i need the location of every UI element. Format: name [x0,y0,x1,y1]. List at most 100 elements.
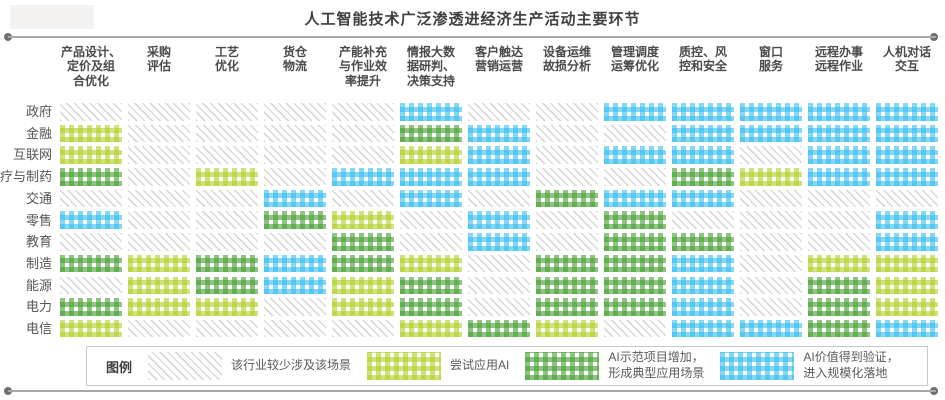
grid-cell [196,103,258,121]
grid-cell [468,168,530,186]
grid-cell [468,146,530,164]
logo-placeholder [10,5,94,29]
top-divider-line [8,36,936,38]
grid-cell [672,103,734,121]
column-header: 产能补充 与作业效 率提升 [338,45,387,88]
grid-cell [400,276,462,294]
grid-cell [332,211,394,229]
grid-cell [60,103,122,121]
grid-cell [604,124,666,143]
grid-cell [468,254,530,273]
legend-swatch-scale [720,352,795,380]
grid-cell [740,168,802,186]
grid-cell [876,276,938,294]
column-headers: 产品设计、 定价及组 合优化 采购 评估 工艺 优化 货仓 物流 产能补充 与作业效 率… [60,45,938,88]
grid-cell [740,276,802,294]
legend-text-none: 该行业较少涉及该场景 [231,358,352,373]
grid-cell [808,319,870,338]
bottom-divider-line [8,390,936,392]
grid-cell [332,146,394,164]
grid-cell [60,146,122,164]
grid-cell [264,168,326,186]
row-label: 医疗与制药 [0,169,52,185]
grid-cell [672,211,734,229]
row-label: 金融 [25,125,52,141]
grid-cell [876,319,938,338]
grid-cell [672,168,734,186]
grid-cell [672,298,734,316]
grid-cell [332,298,394,316]
grid-cell [128,146,190,164]
page-title: 人工智能技术广泛渗透进经济生产活动主要环节 [304,11,641,28]
grid-cell [264,233,326,251]
row-label: 教育 [25,234,52,250]
grid-cell [400,168,462,186]
grid-cell [400,233,462,251]
column-header: 人机对话 交互 [882,45,931,74]
column-header: 情报大数 据研判、 决策支持 [406,45,455,88]
grid-cell [128,233,190,251]
grid-cell [332,233,394,251]
grid-cell [468,211,530,229]
grid-cell [264,319,326,338]
legend-title: 图例 [106,359,133,375]
grid-cell [60,254,122,273]
grid-cell [536,124,598,143]
grid-cell [468,298,530,316]
grid-cell [876,146,938,164]
grid-cell [672,233,734,251]
grid-cell [468,103,530,121]
grid-cell [128,276,190,294]
grid-cell [196,254,258,273]
grid-cell [808,233,870,251]
grid-cell [196,168,258,186]
grid-cell [808,103,870,121]
grid-cell [264,254,326,273]
grid-cell [196,298,258,316]
row-label: 电信 [25,321,52,336]
grid-cell [604,298,666,316]
grid-cell [196,276,258,294]
grid-cell [604,168,666,186]
grid-cell [876,189,938,208]
legend-swatch-none [148,352,223,380]
grid-cell [740,233,802,251]
row-label: 能源 [25,277,52,293]
grid-cell [60,168,122,186]
grid-cell [332,319,394,338]
row-label: 制造 [25,255,52,271]
grid-cell [876,254,938,273]
grid-cell [604,189,666,208]
grid-cell [128,211,190,229]
grid-cell [808,189,870,208]
heatmap-grid [60,103,938,338]
row-label: 互联网 [12,147,52,163]
grid-cell [536,189,598,208]
grid-cell [808,146,870,164]
grid-cell [60,124,122,143]
row-label: 零售 [25,212,52,228]
grid-cell [536,298,598,316]
column-header: 质控、风 控和安全 [678,45,727,74]
grid-cell [196,189,258,208]
grid-cell [332,103,394,121]
grid-cell [60,298,122,316]
column-header: 窗口 服务 [758,45,783,74]
grid-cell [400,124,462,143]
grid-cell [604,146,666,164]
grid-cell [400,189,462,208]
grid-cell [128,189,190,208]
grid-cell [332,168,394,186]
grid-cell [332,124,394,143]
grid-cell [60,319,122,338]
grid-cell [128,168,190,186]
grid-cell [604,276,666,294]
grid-cell [60,189,122,208]
grid-cell [536,276,598,294]
grid-cell [672,276,734,294]
grid-cell [468,319,530,338]
grid-cell [808,254,870,273]
grid-cell [468,189,530,208]
grid-cell [128,254,190,273]
grid-cell [740,189,802,208]
